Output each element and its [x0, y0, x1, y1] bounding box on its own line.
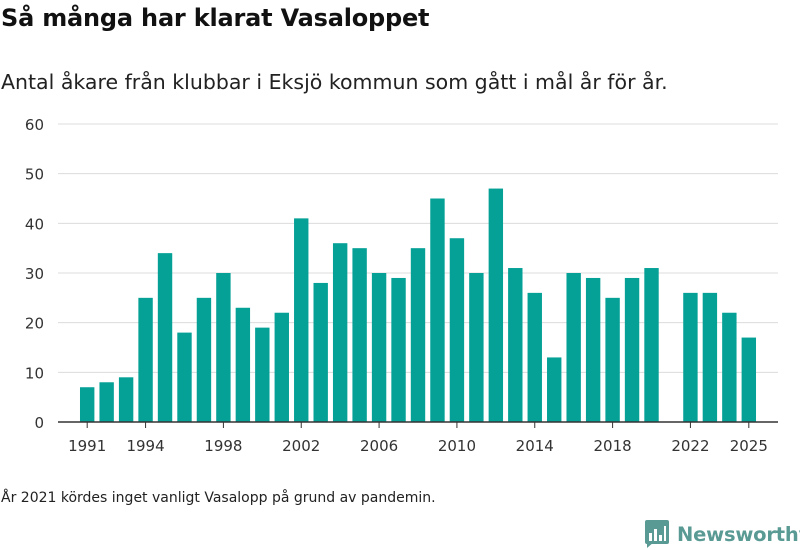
chart-title: Så många har klarat Vasaloppet — [1, 4, 430, 32]
bar-2009[interactable] — [430, 198, 445, 423]
bar-2004[interactable] — [332, 243, 348, 422]
bar-1994[interactable] — [138, 297, 153, 422]
x-tick-label: 1991 — [68, 437, 106, 455]
x-tick-label: 2006 — [360, 437, 398, 455]
x-tick-label: 2010 — [438, 437, 476, 455]
bar-2002[interactable] — [294, 218, 309, 422]
bar-1992[interactable] — [99, 382, 114, 422]
x-tick-label: 1998 — [204, 437, 242, 455]
bar-1998[interactable] — [216, 273, 231, 422]
bar-chart: 0 10 20 30 40 50 60 1991 1994 1998 2002 2006 2010 201… — [25, 116, 778, 455]
bar-2016[interactable] — [566, 273, 581, 422]
bar-1996[interactable] — [177, 332, 192, 422]
y-tick-label: 40 — [25, 215, 44, 233]
bar-2006[interactable] — [371, 273, 387, 422]
bar-2010[interactable] — [449, 238, 465, 422]
bar-2011[interactable] — [469, 273, 484, 422]
bar-2008[interactable] — [410, 248, 426, 422]
bar-2019[interactable] — [624, 277, 640, 422]
x-tick-label: 2002 — [282, 437, 320, 455]
bar-chart-logo-icon — [645, 520, 669, 548]
chart-subtitle: Antal åkare från klubbar i Eksjö kommun … — [1, 70, 668, 94]
x-tick-label: 1994 — [126, 437, 164, 455]
bar-1993[interactable] — [118, 377, 134, 422]
bar-2007[interactable] — [391, 277, 406, 422]
bar-2020[interactable] — [644, 268, 659, 422]
y-tick-label: 30 — [25, 265, 44, 283]
footnote: År 2021 kördes inget vanligt Vasalopp på… — [1, 490, 436, 506]
x-tick-label: 2022 — [671, 437, 709, 455]
bar-2024[interactable] — [722, 312, 737, 422]
bars — [79, 188, 757, 423]
y-tick-label: 20 — [25, 315, 44, 333]
bar-2012[interactable] — [488, 188, 504, 422]
x-tick-label: 2025 — [730, 437, 768, 455]
y-tick-label: 50 — [25, 166, 44, 184]
bar-1995[interactable] — [157, 253, 173, 422]
bar-1997[interactable] — [196, 297, 212, 422]
brand-logo[interactable]: Newsworthy — [645, 519, 800, 549]
y-tick-label: 60 — [25, 116, 44, 134]
x-tick-label: 2018 — [594, 437, 632, 455]
bar-1991[interactable] — [79, 387, 95, 422]
y-tick-label: 0 — [34, 414, 44, 432]
bar-2005[interactable] — [352, 248, 367, 422]
bar-2015[interactable] — [547, 357, 562, 422]
bar-2013[interactable] — [508, 268, 523, 422]
bar-2018[interactable] — [605, 297, 620, 422]
brand-name: Newsworthy — [677, 522, 800, 546]
bar-2017[interactable] — [585, 277, 601, 422]
axes: 0 10 20 30 40 50 60 1991 1994 1998 2002 2006 2010 201… — [25, 116, 778, 455]
bar-2023[interactable] — [702, 292, 718, 422]
bar-2001[interactable] — [274, 312, 289, 422]
bar-2003[interactable] — [313, 282, 328, 422]
bar-2022[interactable] — [683, 292, 698, 422]
x-tick-label: 2014 — [516, 437, 554, 455]
bar-2000[interactable] — [255, 327, 270, 422]
bar-1999[interactable] — [235, 307, 251, 422]
bar-2025[interactable] — [741, 337, 757, 422]
y-tick-label: 10 — [25, 364, 44, 382]
bar-2014[interactable] — [527, 292, 542, 422]
